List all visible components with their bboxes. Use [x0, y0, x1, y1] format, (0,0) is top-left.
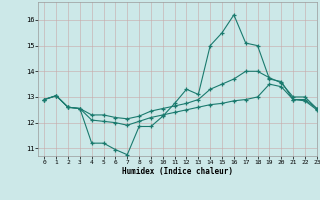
X-axis label: Humidex (Indice chaleur): Humidex (Indice chaleur)	[122, 167, 233, 176]
